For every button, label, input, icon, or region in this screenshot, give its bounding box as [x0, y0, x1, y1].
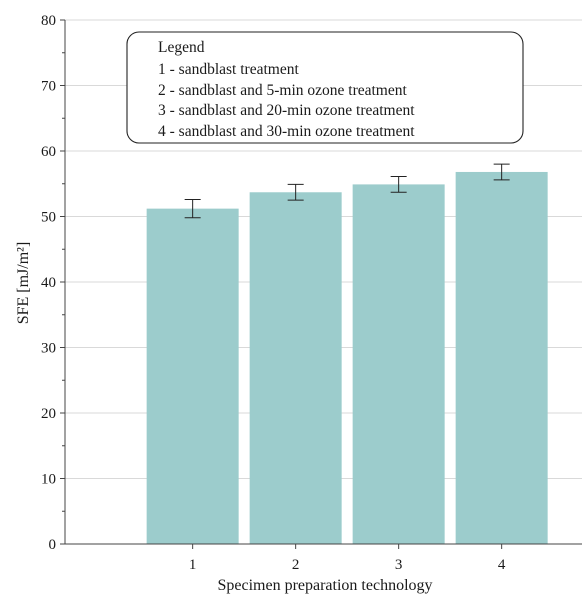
- x-axis-title: Specimen preparation technology: [217, 577, 432, 594]
- x-tick-label-1: 1: [189, 557, 197, 573]
- bar-4: [455, 171, 548, 544]
- legend-box: [126, 31, 524, 144]
- legend-entry-4: 4 - sandblast and 30-min ozone treatment: [158, 123, 415, 140]
- y-tick-label-30: 30: [41, 341, 56, 357]
- error-bar-4: [493, 163, 510, 181]
- legend-entry-1: 1 - sandblast treatment: [158, 61, 299, 78]
- y-tick-label-0: 0: [49, 537, 57, 553]
- bar-3: [352, 184, 445, 544]
- y-tick-label-40: 40: [41, 275, 56, 291]
- legend-entry-3: 3 - sandblast and 20-min ozone treatment: [158, 102, 415, 119]
- error-bar-1: [184, 198, 201, 219]
- bars: [146, 163, 548, 544]
- x-tick-labels: 1 2 3 4: [189, 544, 506, 573]
- error-bar-3: [390, 176, 407, 193]
- y-tick-label-80: 80: [41, 13, 56, 29]
- error-bar-2: [287, 183, 304, 201]
- legend-entry-2: 2 - sandblast and 5-min ozone treatment: [158, 82, 407, 99]
- bar-2: [249, 192, 342, 544]
- y-tick-label-60: 60: [41, 144, 56, 160]
- y-tick-labels: 0 10 20 30 40 50 60 70 80: [41, 13, 56, 553]
- y-tick-label-70: 70: [41, 79, 56, 95]
- legend: Legend 1 - sandblast treatment 2 - sandb…: [126, 31, 524, 144]
- x-tick-label-2: 2: [292, 557, 300, 573]
- y-tick-label-20: 20: [41, 406, 56, 422]
- y-axis-title: SFE [mJ/m²]: [15, 242, 32, 325]
- x-tick-label-3: 3: [395, 557, 403, 573]
- y-tick-label-10: 10: [41, 472, 56, 488]
- x-tick-label-4: 4: [498, 557, 506, 573]
- axes: [64, 20, 582, 545]
- legend-title: Legend: [158, 39, 205, 56]
- y-tick-label-50: 50: [41, 210, 56, 226]
- bar-1: [146, 208, 239, 544]
